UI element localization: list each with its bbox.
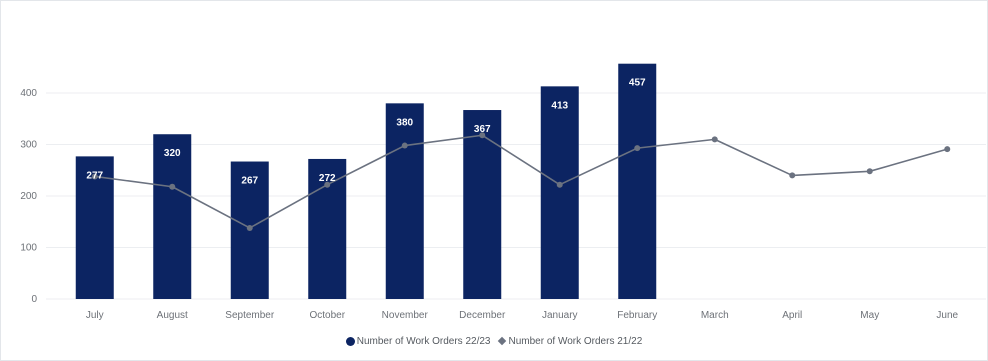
- legend-item-bar-series[interactable]: Number of Work Orders 22/23: [345, 335, 491, 347]
- legend-label-bar-series: Number of Work Orders 22/23: [356, 335, 491, 347]
- bar: [540, 86, 579, 299]
- line-point: [169, 183, 176, 190]
- bar: [75, 156, 114, 299]
- x-tick-label: August: [157, 310, 188, 321]
- x-tick-label: May: [860, 310, 879, 321]
- x-tick-label: January: [542, 310, 578, 321]
- bar: [618, 63, 657, 299]
- line-point: [789, 172, 796, 179]
- bar-data-label: 367: [474, 124, 491, 135]
- x-tick-label: February: [617, 310, 657, 321]
- x-tick-label: June: [936, 310, 958, 321]
- legend-swatch-diamond-icon: [497, 336, 506, 346]
- line-series-path: [94, 134, 948, 229]
- bar-data-label: 272: [319, 173, 336, 184]
- legend-swatch-circle-icon: [345, 336, 355, 346]
- y-tick-label: 300: [20, 140, 37, 151]
- y-tick-label: 0: [31, 294, 37, 305]
- bar: [463, 110, 502, 299]
- bar-data-label: 457: [629, 78, 646, 89]
- x-tick-label: December: [459, 310, 506, 321]
- bar-data-label: 380: [396, 117, 413, 128]
- line-point: [246, 224, 253, 231]
- line-point: [634, 145, 641, 152]
- line-point: [324, 181, 331, 188]
- line-point: [91, 173, 98, 180]
- bar: [153, 134, 192, 299]
- legend-label-line-series: Number of Work Orders 21/22: [508, 335, 643, 347]
- line-point: [866, 168, 873, 175]
- line-point: [479, 132, 486, 139]
- x-tick-label: July: [86, 310, 104, 321]
- y-tick-label: 200: [20, 191, 37, 202]
- y-tick-label: 400: [20, 88, 37, 99]
- bar-data-label: 267: [241, 176, 258, 187]
- bar-data-label: 413: [551, 100, 568, 111]
- bar-data-label: 320: [164, 148, 181, 159]
- x-tick-label: September: [225, 310, 275, 321]
- x-tick-label: October: [309, 310, 345, 321]
- x-tick-label: November: [382, 310, 429, 321]
- x-tick-label: April: [782, 310, 802, 321]
- line-point: [944, 146, 951, 153]
- legend-item-line-series[interactable]: Number of Work Orders 21/22: [497, 335, 643, 347]
- bar: [385, 103, 424, 299]
- chart-legend: Number of Work Orders 22/23 Number of Wo…: [1, 333, 987, 349]
- line-point: [556, 181, 563, 188]
- chart-plot: 0 100 200 300 400 277 320 267 272 380 367 413 457 Jul…: [20, 63, 986, 321]
- x-tick-label: March: [701, 310, 729, 321]
- y-tick-label: 100: [20, 243, 37, 254]
- bar-data-label: 277: [86, 170, 103, 181]
- line-point: [711, 136, 718, 143]
- line-point: [401, 142, 408, 149]
